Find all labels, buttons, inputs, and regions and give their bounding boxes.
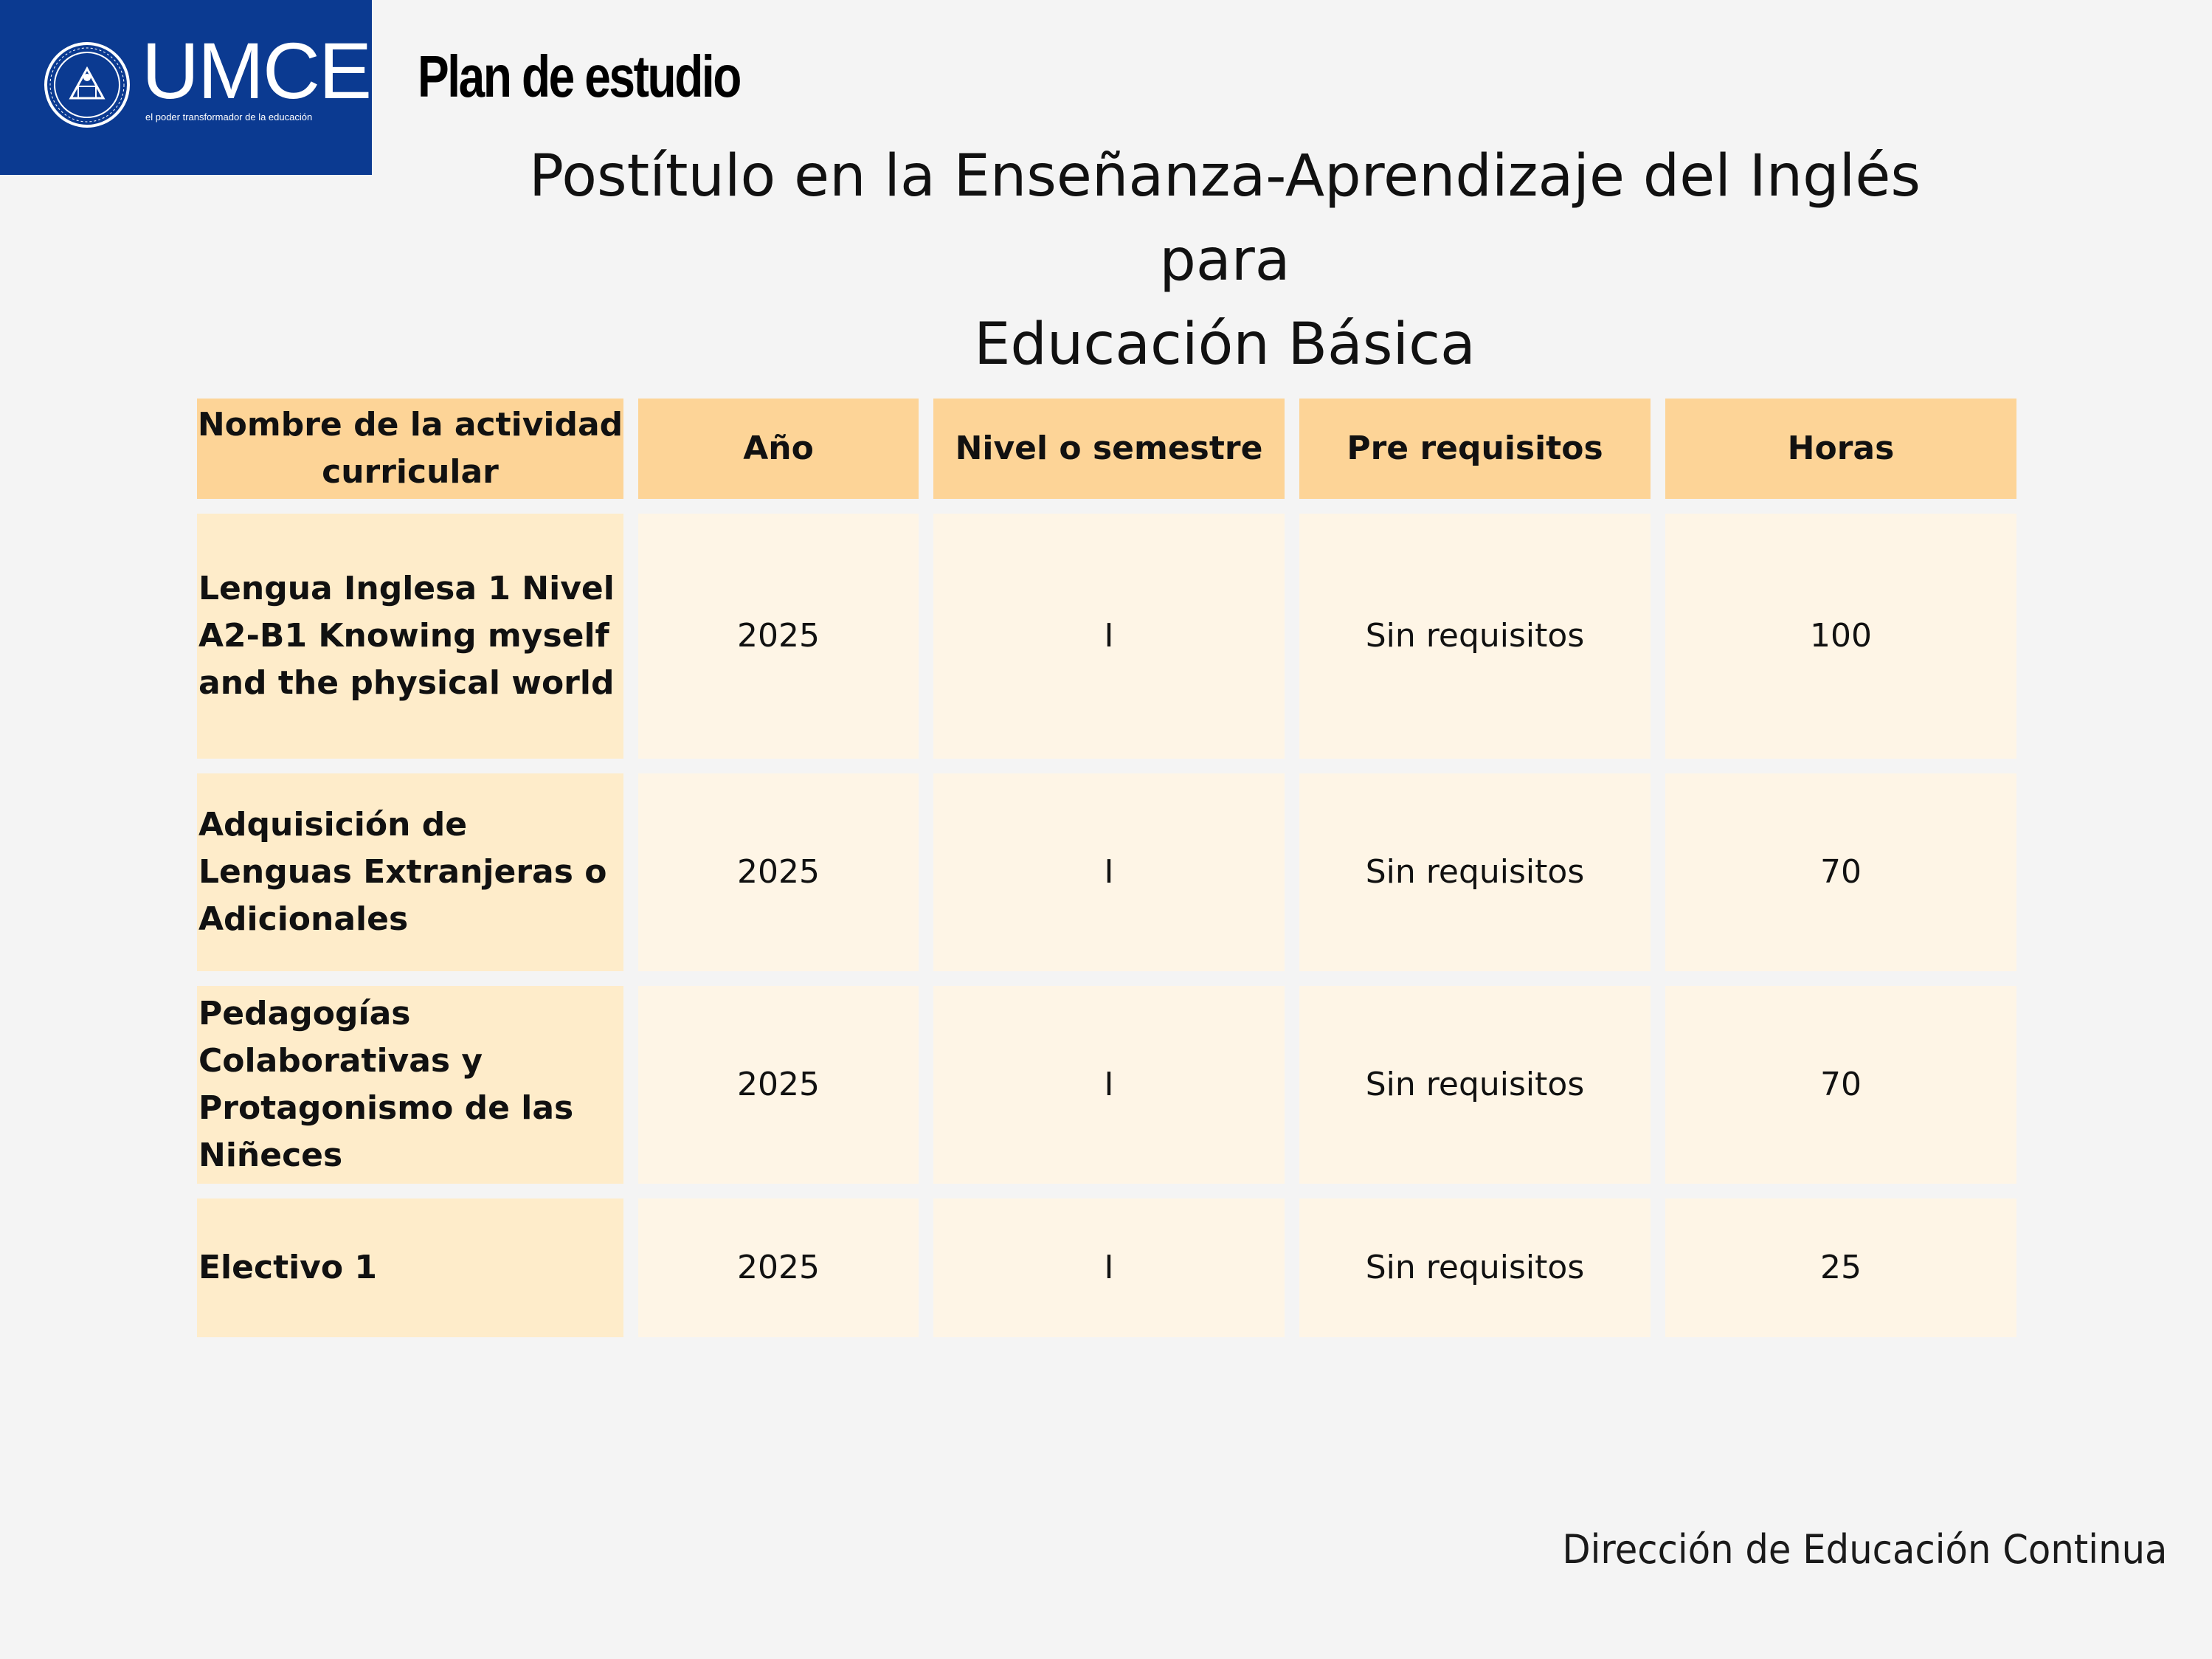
row-2-hours: 70: [1665, 773, 2016, 971]
row-2-prereq: Sin requisitos: [1299, 773, 1651, 971]
row-2-year: 2025: [638, 773, 919, 971]
logo-wordmark: UMCE: [142, 26, 372, 115]
row-4-year: 2025: [638, 1198, 919, 1337]
row-3-year: 2025: [638, 986, 919, 1184]
column-header-level: Nivel o semestre: [933, 399, 1285, 499]
column-header-hours: Horas: [1665, 399, 2016, 499]
row-4-level: I: [933, 1198, 1285, 1337]
column-header-name: Nombre de la actividad curricular: [197, 399, 623, 499]
row-4-name: Electivo 1: [197, 1198, 623, 1337]
row-1-year: 2025: [638, 514, 919, 759]
row-4-prereq: Sin requisitos: [1299, 1198, 1651, 1337]
umce-logo: UMCE el poder transformador de la educac…: [0, 0, 372, 175]
row-3-prereq: Sin requisitos: [1299, 986, 1651, 1184]
subtitle-line-2: Educación Básica: [974, 311, 1476, 378]
row-1-hours: 100: [1665, 514, 2016, 759]
row-2-name: Adquisición de Lenguas Extranjeras o Adi…: [197, 773, 623, 971]
logo-tagline: el poder transformador de la educación: [145, 111, 313, 123]
footer-department: Dirección de Educación Continua: [1562, 1526, 2168, 1573]
row-1-level: I: [933, 514, 1285, 759]
row-4-hours: 25: [1665, 1198, 2016, 1337]
page-subtitle: Postítulo en la Enseñanza-Aprendizaje de…: [457, 134, 1992, 387]
row-1-prereq: Sin requisitos: [1299, 514, 1651, 759]
university-seal-icon: [44, 42, 130, 128]
column-header-prereq: Pre requisitos: [1299, 399, 1651, 499]
page-title: Plan de estudio: [418, 44, 742, 109]
subtitle-line-1: Postítulo en la Enseñanza-Aprendizaje de…: [529, 143, 1921, 294]
row-3-name: Pedagogías Colaborativas y Protagonismo …: [197, 986, 623, 1184]
row-3-level: I: [933, 986, 1285, 1184]
row-1-name: Lengua Inglesa 1 Nivel A2-B1 Knowing mys…: [197, 514, 623, 759]
row-3-hours: 70: [1665, 986, 2016, 1184]
column-header-year: Año: [638, 399, 919, 499]
row-2-level: I: [933, 773, 1285, 971]
